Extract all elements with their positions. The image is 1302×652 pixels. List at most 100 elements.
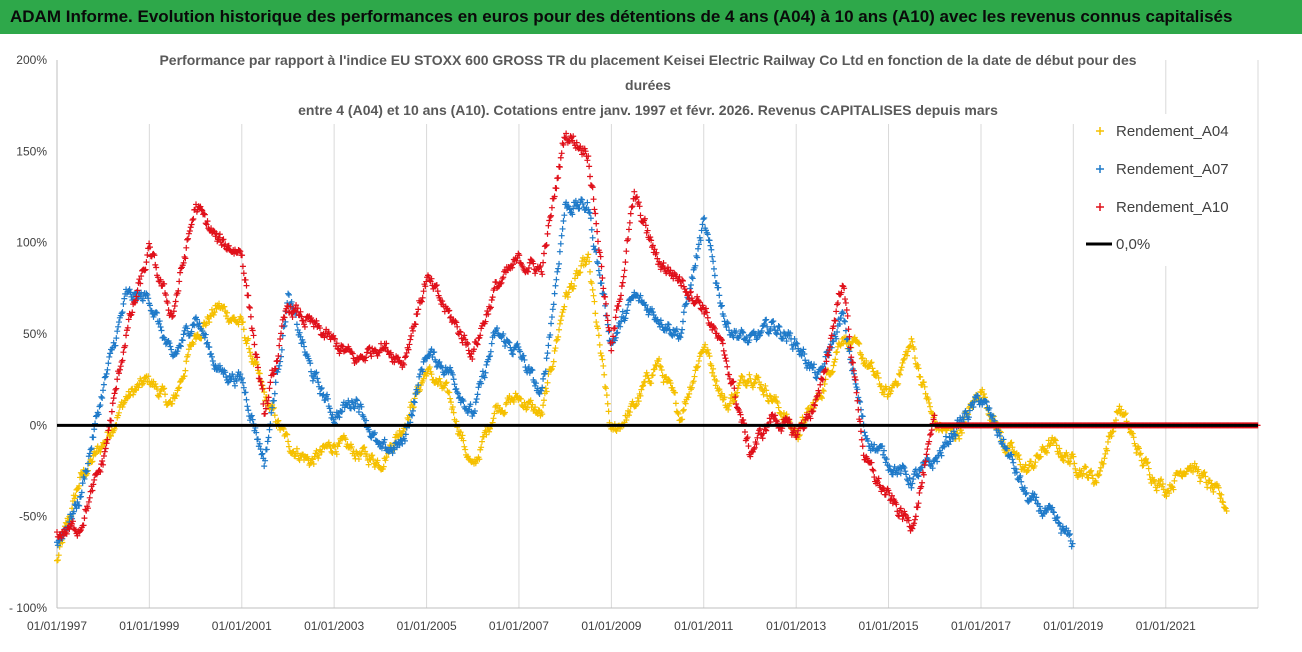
data-point <box>979 386 986 393</box>
data-point <box>1007 440 1014 447</box>
data-point <box>410 398 417 405</box>
data-point <box>640 382 647 389</box>
data-point <box>716 292 723 299</box>
data-point <box>1202 473 1209 480</box>
data-point <box>596 271 603 278</box>
data-point <box>250 332 257 339</box>
data-point <box>247 349 254 356</box>
data-point <box>181 373 188 380</box>
data-point <box>795 427 802 434</box>
data-point <box>906 475 913 482</box>
data-point <box>78 489 85 496</box>
series-Rendement_A07 <box>54 196 1076 550</box>
data-point <box>571 283 578 290</box>
data-point <box>487 304 494 311</box>
data-point <box>382 344 389 351</box>
data-point <box>482 369 489 376</box>
data-point <box>800 346 807 353</box>
data-point <box>974 392 981 399</box>
y-tick-label: - 100% <box>9 601 47 615</box>
data-point <box>115 370 122 377</box>
data-point <box>561 303 568 310</box>
data-point <box>747 375 754 382</box>
data-point <box>357 451 364 458</box>
data-point <box>901 508 908 515</box>
data-point <box>879 443 886 450</box>
data-point <box>66 526 73 533</box>
data-point <box>1072 465 1079 472</box>
data-point <box>274 368 281 375</box>
data-point <box>264 400 271 407</box>
data-point <box>603 312 610 319</box>
data-point <box>261 389 268 396</box>
data-point <box>762 426 769 433</box>
data-point <box>313 317 320 324</box>
data-point <box>242 389 249 396</box>
data-point <box>270 405 277 412</box>
data-point <box>1218 491 1225 498</box>
data-point <box>897 367 904 374</box>
data-point <box>449 371 456 378</box>
data-point <box>216 300 223 307</box>
data-point <box>763 387 770 394</box>
data-point <box>106 353 113 360</box>
data-point <box>259 450 266 457</box>
data-point <box>674 409 681 416</box>
data-point <box>417 371 424 378</box>
data-point <box>153 264 160 271</box>
data-point <box>355 456 362 463</box>
data-point <box>610 333 617 340</box>
data-point <box>587 210 594 217</box>
data-point <box>898 364 905 371</box>
performance-scatter-chart: - 100%-50%0%50%100%150%200% 01/01/1997 01… <box>9 46 1261 633</box>
data-point <box>132 297 139 304</box>
data-point <box>67 511 74 518</box>
legend: Rendement_A04 Rendement_A07 Rendement_A10 0… <box>1078 114 1256 266</box>
data-point <box>685 394 692 401</box>
data-point <box>185 235 192 242</box>
data-point <box>509 261 516 268</box>
data-point <box>293 321 300 328</box>
data-point <box>834 301 841 308</box>
data-point <box>100 453 107 460</box>
data-point <box>894 471 901 478</box>
data-point <box>1049 504 1056 511</box>
data-point <box>867 360 874 367</box>
data-point <box>584 199 591 206</box>
data-point <box>478 380 485 387</box>
data-point <box>710 258 717 265</box>
data-point <box>888 492 895 499</box>
data-point <box>325 439 332 446</box>
data-point <box>759 435 766 442</box>
data-point <box>952 432 959 439</box>
data-point <box>315 455 322 462</box>
data-point <box>102 445 109 452</box>
data-point <box>874 479 881 486</box>
data-point <box>986 405 993 412</box>
data-point <box>673 273 680 280</box>
data-point <box>846 333 853 340</box>
data-point <box>738 372 745 379</box>
legend-plus-marker <box>1096 165 1104 173</box>
data-point <box>242 276 249 283</box>
data-point <box>283 430 290 437</box>
data-point <box>189 217 196 224</box>
data-point <box>184 325 191 332</box>
data-point <box>96 403 103 410</box>
data-point <box>276 362 283 369</box>
data-point <box>731 385 738 392</box>
data-point <box>833 335 840 342</box>
data-point <box>1159 481 1166 487</box>
data-point <box>678 330 685 337</box>
data-point <box>743 334 750 341</box>
data-point <box>730 378 737 385</box>
data-point <box>849 339 856 346</box>
data-point <box>216 234 223 241</box>
data-point <box>1221 504 1228 511</box>
data-point <box>479 368 486 375</box>
data-point <box>476 456 483 463</box>
data-point <box>324 391 331 398</box>
data-point <box>182 367 189 374</box>
data-point <box>789 345 796 352</box>
data-point <box>651 246 658 253</box>
